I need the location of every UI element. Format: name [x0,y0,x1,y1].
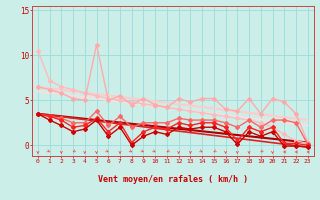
X-axis label: Vent moyen/en rafales ( km/h ): Vent moyen/en rafales ( km/h ) [98,175,248,184]
